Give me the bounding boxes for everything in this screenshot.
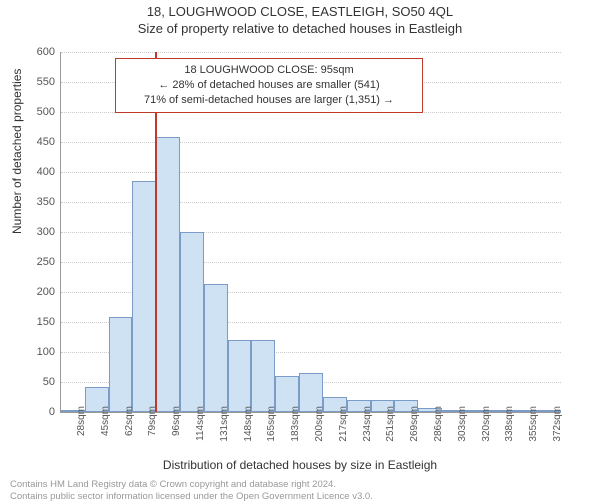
y-tick-label: 350 xyxy=(15,196,55,208)
footnote: Contains HM Land Registry data © Crown c… xyxy=(10,479,590,502)
histogram-bar xyxy=(180,232,204,412)
x-tick-label: 269sqm xyxy=(409,406,420,456)
x-tick-label: 338sqm xyxy=(504,406,515,456)
gridline xyxy=(61,142,561,143)
x-tick-label: 62sqm xyxy=(124,406,135,456)
y-axis-label: Number of detached properties xyxy=(10,69,24,234)
y-tick-label: 550 xyxy=(15,76,55,88)
x-tick-label: 45sqm xyxy=(100,406,111,456)
x-tick-label: 372sqm xyxy=(552,406,563,456)
annotation-line-1: 18 LOUGHWOOD CLOSE: 95sqm xyxy=(124,63,414,78)
x-tick-label: 148sqm xyxy=(243,406,254,456)
y-tick-label: 100 xyxy=(15,346,55,358)
y-tick-label: 250 xyxy=(15,256,55,268)
gridline xyxy=(61,52,561,53)
x-tick-label: 234sqm xyxy=(362,406,373,456)
x-tick-label: 217sqm xyxy=(338,406,349,456)
y-tick-label: 450 xyxy=(15,136,55,148)
x-tick-label: 165sqm xyxy=(266,406,277,456)
x-tick-label: 131sqm xyxy=(219,406,230,456)
x-tick-label: 28sqm xyxy=(76,406,87,456)
chart-address-title: 18, LOUGHWOOD CLOSE, EASTLEIGH, SO50 4QL xyxy=(0,4,600,19)
annotation-line-3: 71% of semi-detached houses are larger (… xyxy=(124,93,414,108)
histogram-bar xyxy=(156,137,180,412)
annotation-line-2: ← 28% of detached houses are smaller (54… xyxy=(124,78,414,93)
x-tick-label: 320sqm xyxy=(481,406,492,456)
y-tick-label: 300 xyxy=(15,226,55,238)
x-axis-label: Distribution of detached houses by size … xyxy=(0,458,600,472)
x-tick-label: 355sqm xyxy=(528,406,539,456)
histogram-bar xyxy=(204,284,228,412)
histogram-bar xyxy=(132,181,156,412)
chart-area: 18 LOUGHWOOD CLOSE: 95sqm ← 28% of detac… xyxy=(60,52,560,412)
histogram-bar xyxy=(228,340,252,412)
x-tick-label: 251sqm xyxy=(385,406,396,456)
chart-subtitle: Size of property relative to detached ho… xyxy=(0,21,600,36)
x-tick-label: 79sqm xyxy=(147,406,158,456)
x-tick-label: 183sqm xyxy=(290,406,301,456)
gridline xyxy=(61,172,561,173)
y-tick-label: 50 xyxy=(15,376,55,388)
x-tick-label: 96sqm xyxy=(171,406,182,456)
y-tick-label: 500 xyxy=(15,106,55,118)
x-tick-label: 200sqm xyxy=(314,406,325,456)
y-tick-label: 200 xyxy=(15,286,55,298)
x-tick-label: 114sqm xyxy=(195,406,206,456)
y-tick-label: 0 xyxy=(15,406,55,418)
x-tick-label: 303sqm xyxy=(457,406,468,456)
histogram-bar xyxy=(109,317,133,412)
y-tick-label: 600 xyxy=(15,46,55,58)
footnote-line-1: Contains HM Land Registry data © Crown c… xyxy=(10,479,590,490)
histogram-bar xyxy=(251,340,275,412)
y-tick-label: 400 xyxy=(15,166,55,178)
y-tick-label: 150 xyxy=(15,316,55,328)
annotation-box: 18 LOUGHWOOD CLOSE: 95sqm ← 28% of detac… xyxy=(115,58,423,113)
footnote-line-2: Contains public sector information licen… xyxy=(10,491,590,502)
x-tick-label: 286sqm xyxy=(433,406,444,456)
